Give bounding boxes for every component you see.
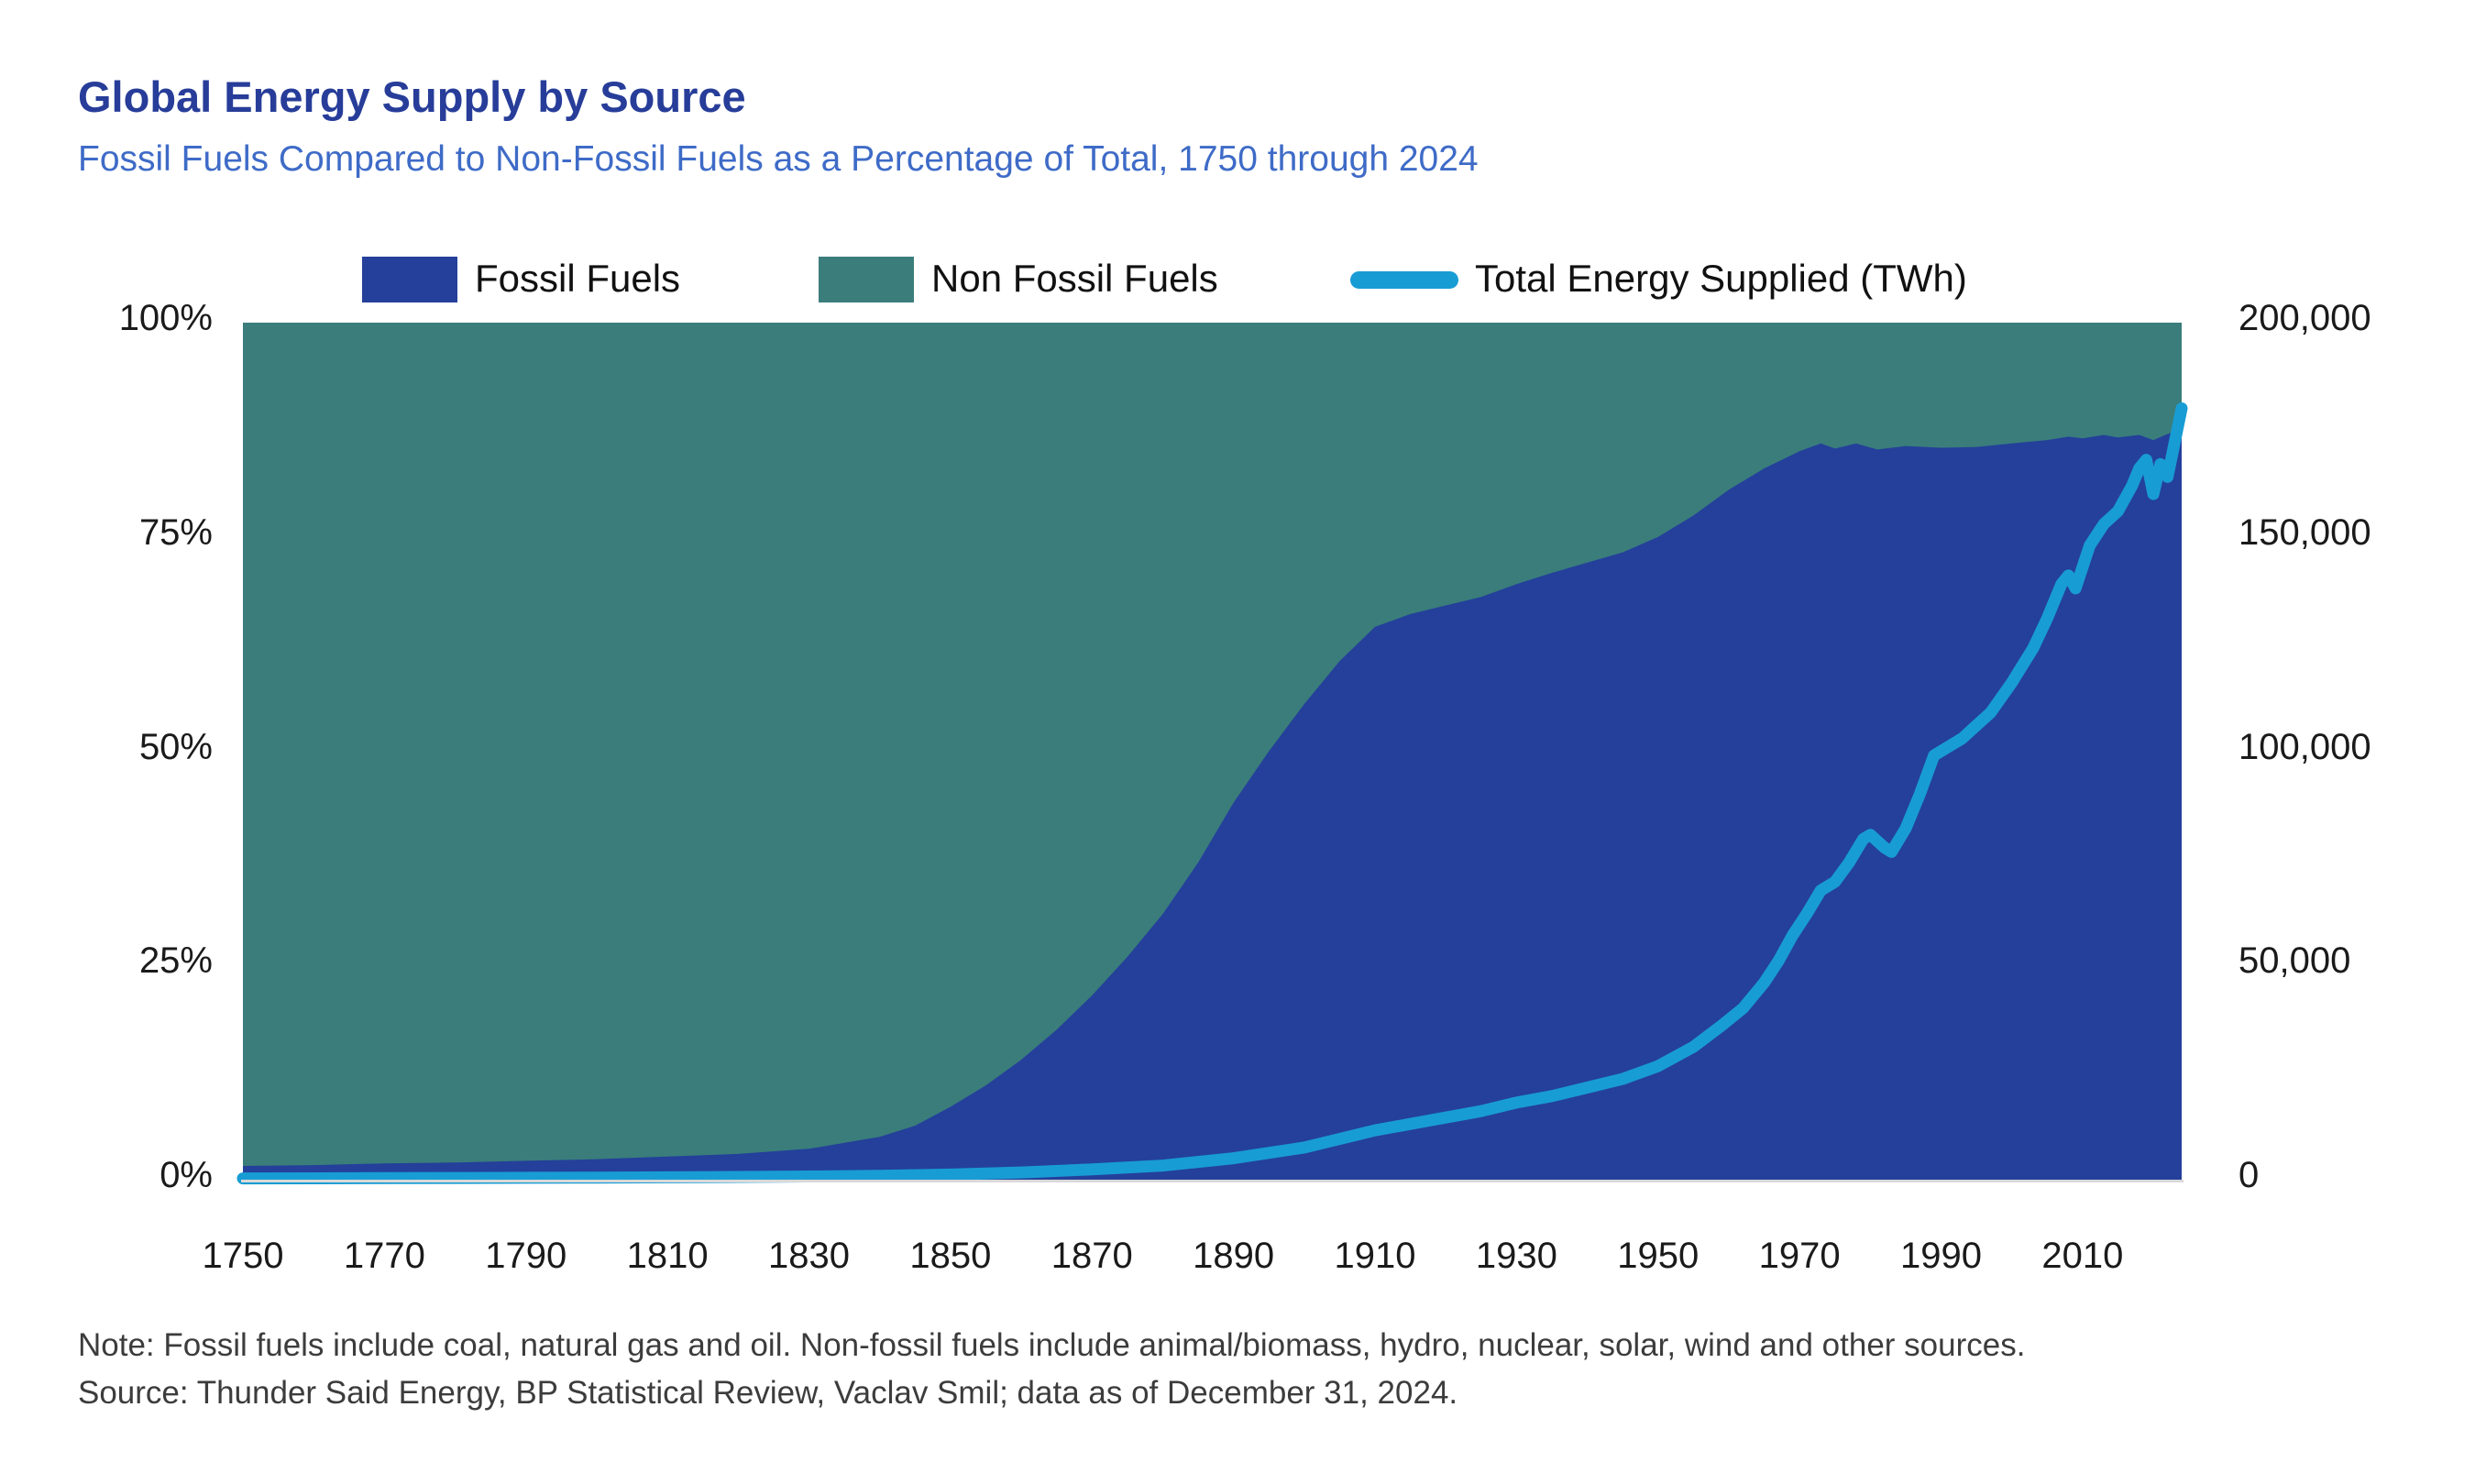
x-axis-tick-label: 1750 xyxy=(202,1236,284,1276)
total-energy-supplied-line xyxy=(236,402,2188,1185)
legend-label-non-fossil-fuels: Non Fossil Fuels xyxy=(931,257,1218,300)
y-axis-left-tick-label: 100% xyxy=(118,298,213,338)
x-axis-tick-label: 1950 xyxy=(1617,1236,1700,1276)
y-axis-right-tick-label: 50,000 xyxy=(2238,940,2351,982)
non-fossil-fuels-swatch-icon xyxy=(819,257,914,302)
chart-legend: Fossil Fuels Non Fossil Fuels Total Ener… xyxy=(0,249,2486,308)
x-axis-tick-label: 2010 xyxy=(2041,1236,2124,1276)
x-axis-tick-label: 1930 xyxy=(1475,1236,1557,1276)
y-axis-left-tick-label: 0% xyxy=(160,1155,213,1195)
x-axis-tick-label: 1770 xyxy=(343,1236,425,1276)
page-subtitle: Fossil Fuels Compared to Non-Fossil Fuel… xyxy=(78,139,1479,179)
legend-label-fossil-fuels: Fossil Fuels xyxy=(475,257,681,300)
fossil-fuels-swatch-icon xyxy=(362,257,457,302)
x-axis-tick-label: 1810 xyxy=(626,1236,709,1276)
legend-label-total-energy: Total Energy Supplied (TWh) xyxy=(1475,257,1967,300)
y-axis-left-tick-label: 25% xyxy=(138,940,213,982)
x-axis-line xyxy=(241,1180,2184,1182)
x-axis-tick-label: 1990 xyxy=(1900,1236,1983,1276)
chart-source: Source: Thunder Said Energy, BP Statisti… xyxy=(78,1375,1458,1411)
x-axis-tick-label: 1850 xyxy=(909,1236,992,1276)
chart-plot-area xyxy=(236,323,2188,1185)
x-axis-tick-label: 1790 xyxy=(485,1236,567,1276)
x-axis-tick-label: 1890 xyxy=(1193,1236,1275,1276)
x-axis-tick-label: 1970 xyxy=(1758,1236,1841,1276)
y-axis-left-tick-label: 75% xyxy=(138,511,213,553)
y-axis-right-tick-label: 150,000 xyxy=(2238,511,2371,553)
y-axis-right-tick-label: 100,000 xyxy=(2238,726,2371,767)
y-axis-right-tick-label: 200,000 xyxy=(2238,298,2371,338)
page-title: Global Energy Supply by Source xyxy=(78,72,746,121)
chart-note: Note: Fossil fuels include coal, natural… xyxy=(78,1327,2026,1363)
fossil-fuels-area xyxy=(243,428,2182,1180)
total-energy-line-swatch-icon xyxy=(1350,271,1458,289)
y-axis-right-tick-label: 0 xyxy=(2238,1155,2260,1195)
x-axis-tick-label: 1870 xyxy=(1050,1236,1133,1276)
x-axis-tick-label: 1830 xyxy=(768,1236,850,1276)
y-axis-left-tick-label: 50% xyxy=(138,726,213,767)
x-axis-tick-label: 1910 xyxy=(1334,1236,1416,1276)
